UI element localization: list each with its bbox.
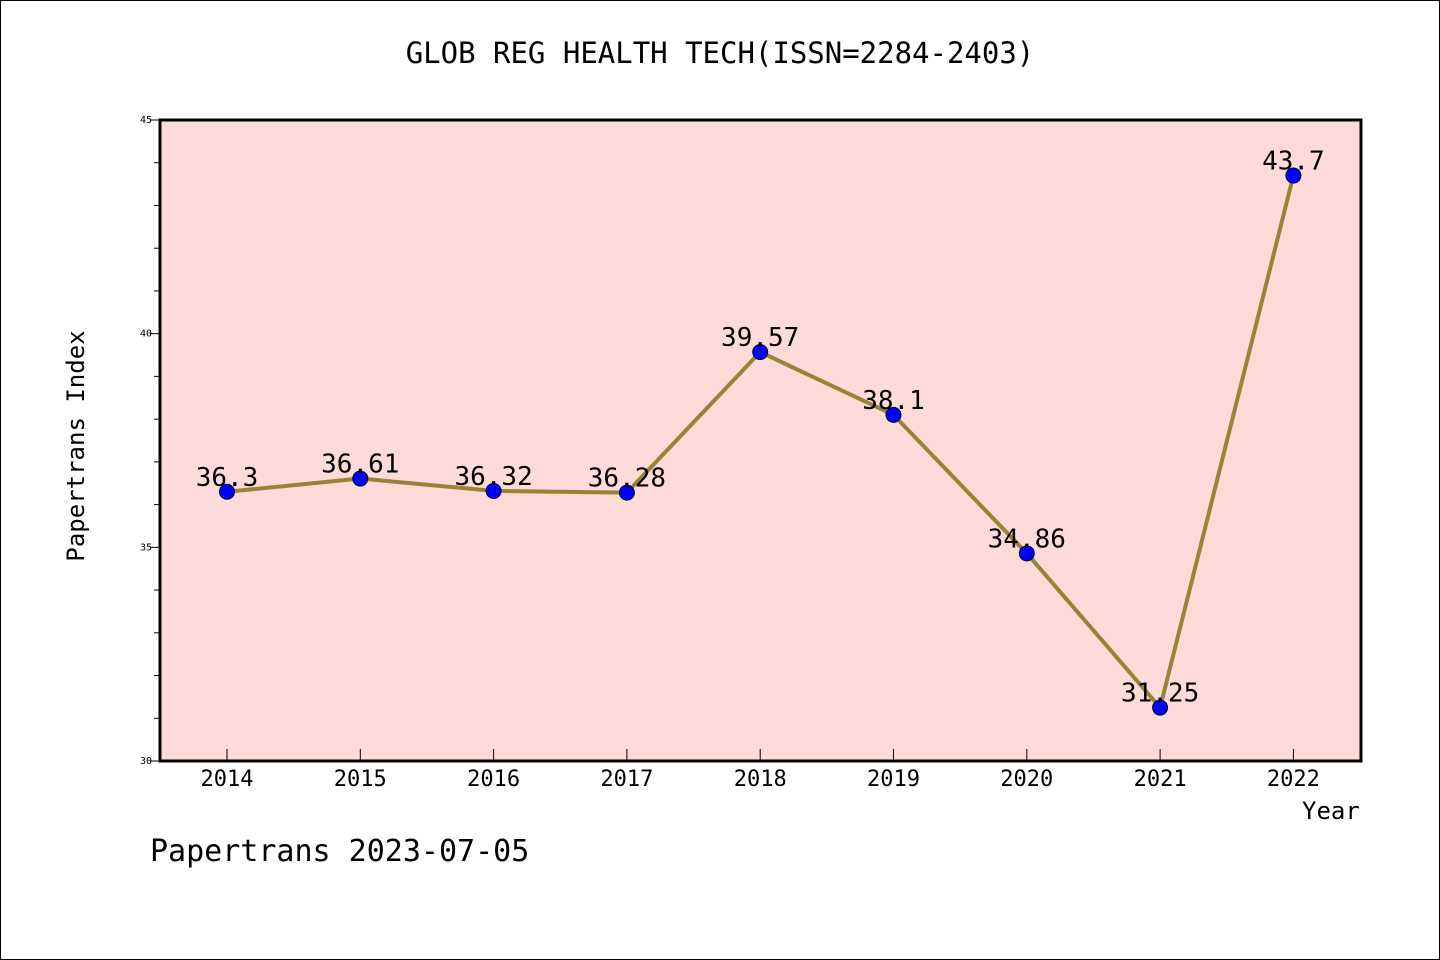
data-point	[885, 406, 902, 423]
x-tick-label: 2018	[734, 767, 787, 792]
data-labels: 36.3 36.61 36.32 36.28 39.57 38.1 34.86 31.25 43…	[196, 147, 1325, 709]
data-label: 36.28	[588, 464, 666, 494]
data-label: 36.61	[321, 450, 399, 480]
data-point	[752, 344, 769, 361]
data-points	[219, 167, 1302, 716]
x-tick-label: 2019	[867, 767, 920, 792]
y-tick-label: 30	[140, 756, 152, 767]
x-tick-label: 2015	[334, 767, 387, 792]
footer-text: Papertrans 2023-07-05	[150, 834, 530, 869]
y-axis: 30 35 40 45	[140, 115, 160, 767]
x-axis-label: Year	[1302, 797, 1360, 825]
x-tick-label: 2016	[467, 767, 520, 792]
data-label: 36.3	[196, 463, 259, 493]
x-tick-label: 2020	[1000, 767, 1053, 792]
y-axis-label: Papertrans Index	[62, 330, 90, 562]
x-tick-label: 2021	[1134, 767, 1187, 792]
plot-area	[160, 120, 1361, 761]
x-tick-label: 2022	[1267, 767, 1320, 792]
chart-title: GLOB REG HEALTH TECH(ISSN=2284-2403)	[405, 36, 1035, 70]
x-tick-label: 2014	[201, 767, 254, 792]
data-point	[352, 470, 369, 487]
x-axis: 2014 2015 2016 2017 2018 2019 2020 2021 2022	[201, 749, 1320, 792]
data-point	[1018, 545, 1035, 562]
x-tick-label: 2017	[600, 767, 653, 792]
y-tick-label: 40	[140, 329, 152, 340]
data-point	[1285, 167, 1302, 184]
data-label: 34.86	[988, 524, 1066, 554]
y-tick-label: 45	[140, 115, 152, 126]
data-label: 36.32	[454, 462, 532, 492]
data-point	[618, 484, 635, 501]
data-label: 38.1	[862, 386, 925, 416]
data-label: 31.25	[1121, 679, 1199, 709]
y-tick-label: 35	[140, 542, 152, 553]
data-label: 43.7	[1262, 147, 1325, 177]
data-point	[485, 482, 502, 499]
data-point	[1152, 699, 1169, 716]
data-point	[219, 483, 235, 500]
data-label: 39.57	[721, 323, 799, 353]
plot-border	[158, 118, 1363, 763]
